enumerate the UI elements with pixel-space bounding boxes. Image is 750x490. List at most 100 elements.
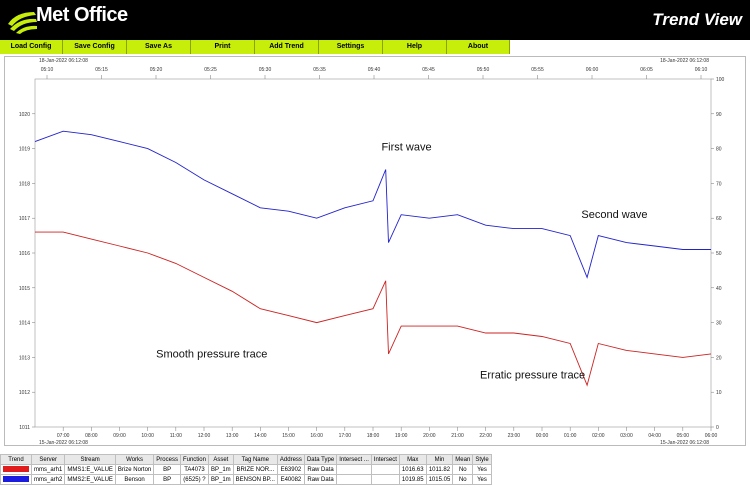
legend-column-header[interactable]: Address xyxy=(276,454,305,465)
bottom-axis-tick-label: 21:00 xyxy=(451,433,464,439)
bottom-axis-tick-label: 00:00 xyxy=(536,433,549,439)
legend-cell: E40082 xyxy=(276,474,305,485)
series-line-2 xyxy=(35,231,712,387)
legend-column-header[interactable]: Min xyxy=(425,454,454,465)
legend-cell: MMS1:E_VALUE xyxy=(64,464,116,475)
app-header: Met Office Trend View xyxy=(0,0,750,40)
legend-column-header[interactable]: Trend xyxy=(0,454,32,465)
left-axis-tick-label: 1018 xyxy=(19,181,30,187)
legend-cell: MMS2:E_VALUE xyxy=(64,474,116,485)
legend-cell xyxy=(370,464,400,475)
bottom-axis-tick-label: 23:00 xyxy=(508,433,521,439)
menu-load-config[interactable]: Load Config xyxy=(0,40,63,54)
logo-text: Met Office xyxy=(36,4,128,26)
legend-cell: BP_1m xyxy=(207,474,234,485)
legend-column-header[interactable]: Works xyxy=(114,454,155,465)
logo-swoosh-3 xyxy=(16,25,37,34)
bottom-axis-tick-label: 13:00 xyxy=(226,433,239,439)
legend-column-header[interactable]: Mean xyxy=(452,454,474,465)
right-axis-tick-label: 0 xyxy=(716,425,719,431)
right-axis-tick-label: 90 xyxy=(716,112,722,118)
plot-area xyxy=(34,78,712,428)
top-axis-tick-label: 06:05 xyxy=(640,67,653,73)
legend-cell: 1016.63 xyxy=(398,464,427,475)
legend-cell xyxy=(336,464,372,475)
menu-save-as[interactable]: Save As xyxy=(127,40,191,54)
legend-column-header[interactable]: Stream xyxy=(64,454,116,465)
legend-cell: mms_arh1 xyxy=(30,464,66,475)
legend-column-header[interactable]: Intersect xyxy=(370,454,400,465)
trend-color-swatch xyxy=(3,465,29,472)
top-axis-tick-label: 06:00 xyxy=(586,67,599,73)
legend-column-header[interactable]: Asset xyxy=(207,454,234,465)
trend-color-swatch-cell xyxy=(0,464,32,475)
legend-cell: BP_1m xyxy=(207,464,234,475)
top-axis-tick-label: 05:40 xyxy=(368,67,381,73)
left-axis-tick-label: 1013 xyxy=(19,355,30,361)
legend-column-header[interactable]: Server xyxy=(30,454,66,465)
legend-column-header[interactable]: Process xyxy=(153,454,181,465)
menu-settings[interactable]: Settings xyxy=(319,40,383,54)
legend-cell: (6525) ? xyxy=(179,474,209,485)
top-axis-tick-label: 05:55 xyxy=(531,67,544,73)
legend-cell: E63902 xyxy=(276,464,305,475)
legend-row[interactable]: mms_arh1 MMS1:E_VALUE Brize Norton BP TA4073… xyxy=(0,464,492,475)
trend-color-swatch xyxy=(3,475,29,482)
app-title: Trend View xyxy=(652,10,742,29)
left-axis-tick-label: 1012 xyxy=(19,390,30,396)
left-axis-tick-label: 1014 xyxy=(19,321,30,327)
bottom-axis-tick-label: 02:00 xyxy=(592,433,605,439)
chart-annotation: Erratic pressure trace xyxy=(480,369,585,381)
bottom-axis-tick-label: 12:00 xyxy=(198,433,211,439)
left-axis-tick-label: 1015 xyxy=(19,286,30,292)
legend-column-header[interactable]: Style xyxy=(472,454,492,465)
trend-legend-table: Trend Server Stream Works Process Function Ass… xyxy=(0,450,750,490)
menu-help[interactable]: Help xyxy=(383,40,447,54)
bottom-axis-end-label: 15-Jan-2022 06:12:08 xyxy=(660,440,709,445)
legend-column-header[interactable]: Data Type xyxy=(303,454,338,465)
trend-color-swatch-cell xyxy=(0,474,32,485)
menu-save-config[interactable]: Save Config xyxy=(63,40,127,54)
left-axis-tick-label: 1017 xyxy=(19,216,30,222)
legend-cell: TA4073 xyxy=(179,464,209,475)
top-axis-tick-label: 05:10 xyxy=(41,67,54,73)
menu-print[interactable]: Print xyxy=(191,40,255,54)
left-axis-tick-label: 1016 xyxy=(19,251,30,257)
bottom-axis-tick-label: 18:00 xyxy=(367,433,380,439)
legend-column-header[interactable]: Max xyxy=(398,454,427,465)
top-axis-tick-label: 05:50 xyxy=(477,67,490,73)
series-line-1 xyxy=(34,130,711,279)
bottom-axis-tick-label: 04:00 xyxy=(648,433,661,439)
legend-row[interactable]: mms_arh2 MMS2:E_VALUE Benson BP (6525) ? BP_1… xyxy=(0,474,492,485)
top-axis-start-label: 18-Jan-2022 06:12:08 xyxy=(39,58,88,64)
logo-swoosh-1 xyxy=(8,12,36,26)
legend-column-header[interactable]: Function xyxy=(179,454,209,465)
legend-cell: Yes xyxy=(472,464,492,475)
menu-add-trend[interactable]: Add Trend xyxy=(255,40,319,54)
left-axis-tick-label: 1020 xyxy=(19,112,30,118)
bottom-axis-tick-label: 15:00 xyxy=(282,433,295,439)
bottom-axis-tick-label: 05:00 xyxy=(677,433,690,439)
legend-cell: Yes xyxy=(472,474,492,485)
right-axis-tick-label: 80 xyxy=(716,147,722,153)
menu-about[interactable]: About xyxy=(447,40,510,54)
legend-column-header[interactable]: Intersect ... xyxy=(336,454,372,465)
top-axis-tick-label: 06:10 xyxy=(695,67,708,73)
legend-cell xyxy=(370,474,400,485)
legend-grid: Trend Server Stream Works Process Function Ass… xyxy=(0,454,492,485)
chart-annotation: Smooth pressure trace xyxy=(156,348,267,360)
right-axis-tick-label: 50 xyxy=(716,251,722,257)
right-axis-tick-label: 60 xyxy=(716,216,722,222)
right-axis-tick-label: 70 xyxy=(716,181,722,187)
legend-cell: 1011.82 xyxy=(425,464,454,475)
bottom-axis-tick-label: 08:00 xyxy=(85,433,98,439)
right-axis-tick-label: 10 xyxy=(716,390,722,396)
bottom-axis-tick-label: 03:00 xyxy=(620,433,633,439)
bottom-axis-tick-label: 01:00 xyxy=(564,433,577,439)
met-office-logo xyxy=(8,12,37,34)
bottom-axis-tick-label: 16:00 xyxy=(310,433,323,439)
bottom-axis-tick-label: 09:00 xyxy=(113,433,126,439)
legend-column-header[interactable]: Tag Name xyxy=(232,454,278,465)
legend-cell: BRIZE NOR... xyxy=(232,464,278,475)
trend-plot-frame: 18-Jan-2022 06:12:08 18-Jan-2022 06:12:08… xyxy=(4,56,746,446)
